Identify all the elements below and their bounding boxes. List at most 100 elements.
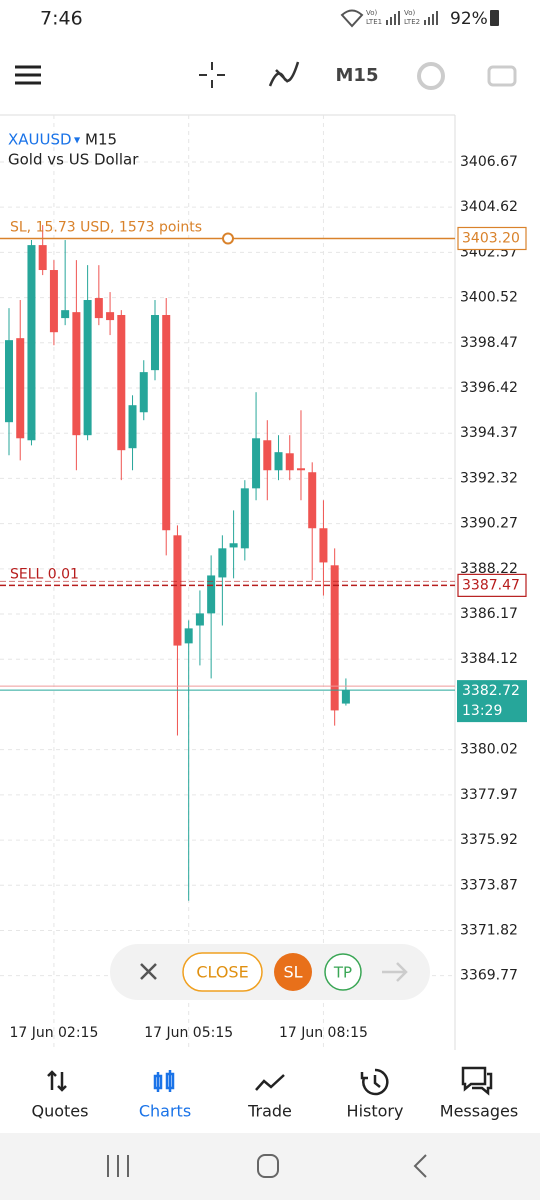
candle-body xyxy=(229,543,238,548)
svg-text:LTE1: LTE1 xyxy=(366,18,382,26)
svg-text:Vo): Vo) xyxy=(404,9,416,17)
clock: 7:46 xyxy=(40,8,83,30)
close-button-label: CLOSE xyxy=(196,963,248,982)
candle-body xyxy=(117,315,126,451)
back-button[interactable] xyxy=(413,1154,427,1178)
next-button[interactable] xyxy=(382,962,408,982)
nav-icon[interactable] xyxy=(461,1066,493,1096)
bar-timer: 13:29 xyxy=(462,703,502,719)
candle-body xyxy=(207,575,216,614)
symbol: XAUUSD xyxy=(8,131,72,149)
svg-text:LTE2: LTE2 xyxy=(404,18,420,26)
nav-label[interactable]: Trade xyxy=(247,1102,292,1121)
chart: 3406.673404.623402.573400.523398.473396.… xyxy=(0,114,527,1050)
candle-body xyxy=(319,528,328,563)
candle-body xyxy=(263,440,272,471)
candle-body xyxy=(285,453,294,471)
system-buttons xyxy=(107,1154,427,1178)
y-tick-label: 3398.47 xyxy=(460,335,518,351)
candle-body xyxy=(16,338,25,439)
sl-button-label: SL xyxy=(283,963,302,982)
y-tick-label: 3375.92 xyxy=(460,832,518,848)
level-label: SELL 0.01 xyxy=(10,566,79,582)
candle-body xyxy=(218,548,227,578)
home-button[interactable] xyxy=(257,1154,279,1178)
svg-text:Vo): Vo) xyxy=(366,9,378,17)
candle-body xyxy=(27,245,36,441)
trade-button[interactable] xyxy=(417,62,445,90)
y-tick-label: 3386.17 xyxy=(460,606,518,622)
y-tick-label: 3390.27 xyxy=(460,516,518,532)
system-nav xyxy=(0,1133,540,1200)
y-tick-label: 3392.32 xyxy=(460,470,518,486)
level-price: 3387.47 xyxy=(462,577,520,593)
candle-body xyxy=(94,298,103,319)
objects-button[interactable] xyxy=(487,65,517,87)
battery-icon xyxy=(490,10,499,26)
battery-percent: 92% xyxy=(450,9,488,29)
nav-label[interactable]: Messages xyxy=(440,1102,518,1121)
y-tick-label: 3377.97 xyxy=(460,787,518,803)
current-price-box xyxy=(457,680,527,723)
indicators-button[interactable] xyxy=(268,61,300,87)
x-tick-label: 17 Jun 02:15 xyxy=(9,1025,98,1041)
recents-button[interactable] xyxy=(107,1155,129,1177)
candle-body xyxy=(72,312,81,436)
tp-button[interactable] xyxy=(324,953,362,991)
nav-icon[interactable] xyxy=(255,1074,285,1091)
nav-icon[interactable] xyxy=(360,1068,389,1096)
close-panel-button[interactable] xyxy=(140,963,157,980)
crosshair-button[interactable] xyxy=(199,62,225,88)
menu-button[interactable] xyxy=(15,65,41,85)
candle-body xyxy=(252,438,261,489)
y-tick-label: 3394.37 xyxy=(460,425,518,441)
candle-body xyxy=(106,312,115,321)
level-handle[interactable] xyxy=(222,232,234,245)
y-tick-label: 3380.02 xyxy=(460,742,518,758)
nav-label[interactable]: Charts xyxy=(139,1102,191,1121)
y-tick-label: 3396.42 xyxy=(460,380,518,396)
nav-icon[interactable] xyxy=(153,1070,175,1092)
candle-body xyxy=(162,315,171,531)
nav-icon[interactable] xyxy=(47,1070,67,1092)
level-price: 3403.20 xyxy=(462,230,520,246)
close-button[interactable] xyxy=(182,952,263,992)
y-tick-label: 3404.62 xyxy=(460,199,518,215)
candle-body xyxy=(38,245,47,271)
sl-button[interactable] xyxy=(274,953,312,991)
current-price: 3382.72 xyxy=(462,683,520,699)
nav-label[interactable]: History xyxy=(347,1102,404,1121)
candle-body xyxy=(296,468,305,471)
level-label: SL, 15.73 USD, 1573 points xyxy=(10,219,202,235)
x-tick-label: 17 Jun 05:15 xyxy=(144,1025,233,1041)
candle-body xyxy=(195,613,204,626)
candle-body xyxy=(5,340,13,423)
candle-body xyxy=(308,472,317,529)
y-tick-label: 3400.52 xyxy=(460,290,518,306)
symbol-dropdown[interactable]: ▼ xyxy=(74,136,81,145)
candle-body xyxy=(341,690,350,704)
tp-button-label: TP xyxy=(333,964,352,982)
status-bar xyxy=(0,0,540,40)
y-tick-label: 3371.82 xyxy=(460,922,518,938)
candle-body xyxy=(173,535,182,646)
level-price-box xyxy=(457,226,527,251)
candle-body xyxy=(83,300,92,436)
nav-items: Quotes Charts Trade History Messages xyxy=(32,1066,518,1121)
y-tick-label: 3373.87 xyxy=(460,877,518,893)
candle-body xyxy=(240,488,249,549)
bottom-nav xyxy=(0,1055,540,1133)
nav-label[interactable]: Quotes xyxy=(32,1102,89,1121)
candle-body xyxy=(128,405,137,449)
signal-icons: Vo)LTE1 Vo)LTE2 xyxy=(340,9,438,28)
y-tick-label: 3384.12 xyxy=(460,651,518,667)
timeframe-button[interactable]: M15 xyxy=(336,65,379,86)
y-tick-label: 3388.22 xyxy=(460,561,518,577)
candle-body xyxy=(150,315,159,371)
y-tick-label: 3406.67 xyxy=(460,154,518,170)
chart-timeframe: M15 xyxy=(85,131,117,149)
candle-body xyxy=(274,452,283,471)
level-price-box xyxy=(457,573,527,597)
y-tick-label: 3369.77 xyxy=(460,968,518,984)
